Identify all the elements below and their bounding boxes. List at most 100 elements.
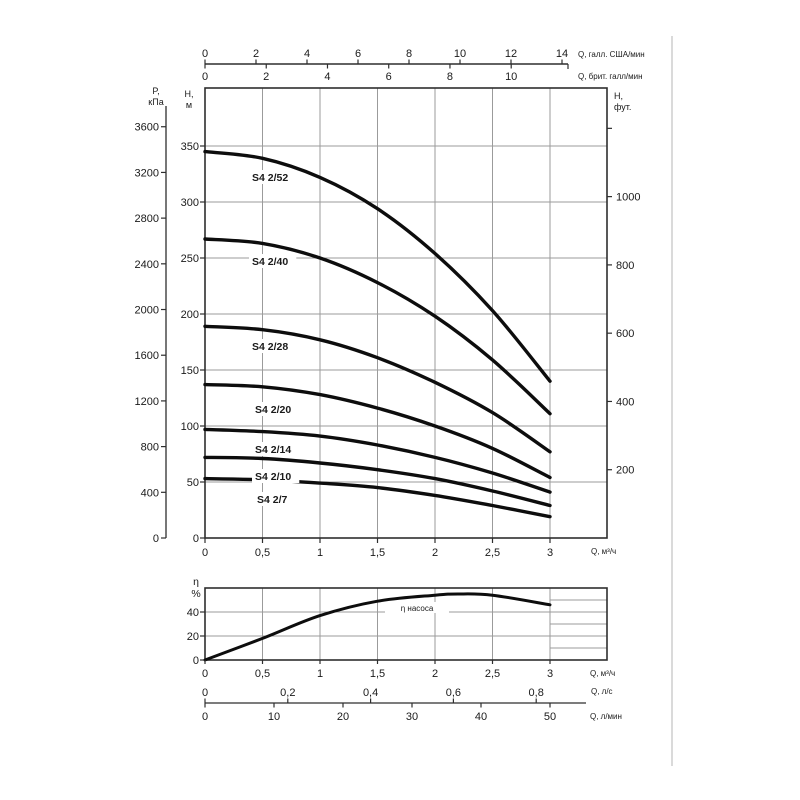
m3h-tick-label: 1 xyxy=(317,668,323,680)
pump-curve-S4-2-20 xyxy=(203,382,552,480)
meters-tick-label: 200 xyxy=(181,309,199,321)
m3h-tick-label: 1 xyxy=(317,547,323,559)
m3h-tick-label: 0,5 xyxy=(255,547,270,559)
efficiency-y-axis: 0 20 40 η% xyxy=(187,576,205,667)
eta-axis-unit: % xyxy=(191,588,200,600)
m3h-tick-label: 2 xyxy=(432,668,438,680)
curve-label: S4 2/10 xyxy=(255,471,291,483)
feet-tick-label: 600 xyxy=(616,328,634,340)
curve-label: S4 2/14 xyxy=(255,444,291,456)
usgal-tick-label: 12 xyxy=(505,48,517,60)
feet-axis-unit: Н, xyxy=(614,91,623,101)
ls-tick-label: 0,2 xyxy=(280,687,295,699)
pump-curve-S4-2-28 xyxy=(203,324,552,454)
usgal-tick-label: 2 xyxy=(253,48,259,60)
m3h-tick-label: 0,5 xyxy=(255,668,270,680)
efficiency-box xyxy=(204,587,608,661)
ls-tick-label: 0,8 xyxy=(529,687,544,699)
ls-lmin-axis: 0 0,2 0,4 0,6 0,8 Q, л/с 0 10 20 30 40 50 Q, л/мин xyxy=(202,687,622,723)
usgal-tick-label: 8 xyxy=(406,48,412,60)
curve-label: S4 2/52 xyxy=(252,172,288,184)
efficiency-curve-label: η насоса xyxy=(401,604,434,613)
kpa-tick-label: 3600 xyxy=(135,122,159,134)
pump-curve-S4-2-52 xyxy=(203,149,552,383)
curve-label-bg xyxy=(252,442,300,456)
eta-axis-unit: η xyxy=(193,576,199,588)
efficiency-curve xyxy=(203,592,552,662)
kpa-axis: 0 400 800 1200 1600 2000 2400 2800 3200 3600 P,кПа xyxy=(135,86,167,545)
ls-axis-unit: Q, л/с xyxy=(591,687,613,696)
curve-label: S4 2/20 xyxy=(255,404,291,416)
usgal-tick-label: 0 xyxy=(202,48,208,60)
curve-label: S4 2/40 xyxy=(252,256,288,268)
meters-axis-unit: Н, xyxy=(185,89,194,99)
pump-curves: S4 2/52 S4 2/40 S4 2/28 S4 2/20 S4 2/14 S4 2/… xyxy=(203,149,552,519)
ls-tick-label: 0 xyxy=(202,687,208,699)
m3h-tick-label: 3 xyxy=(547,668,553,680)
lmin-axis-unit: Q, л/мин xyxy=(590,712,622,721)
pct-tick-label: 0 xyxy=(193,655,199,667)
britgal-tick-label: 2 xyxy=(263,71,269,83)
lmin-tick-label: 40 xyxy=(475,711,487,723)
usgal-axis-unit: Q, галл. США/мин xyxy=(578,50,645,59)
meters-tick-label: 300 xyxy=(181,197,199,209)
kpa-axis-unit: кПа xyxy=(148,97,163,107)
meters-tick-label: 150 xyxy=(181,365,199,377)
head-chart-box xyxy=(204,87,608,539)
britgal-tick-label: 0 xyxy=(202,71,208,83)
usgal-tick-label: 14 xyxy=(556,48,568,60)
pump-curve-S4-2-14 xyxy=(203,427,552,494)
curve-label-bg xyxy=(252,469,300,483)
lmin-tick-label: 20 xyxy=(337,711,349,723)
meters-tick-label: 350 xyxy=(181,141,199,153)
m3h-axis-unit: Q, м³/ч xyxy=(591,547,616,556)
lmin-tick-label: 50 xyxy=(544,711,556,723)
feet-tick-label: 400 xyxy=(616,396,634,408)
feet-axis-unit: фут. xyxy=(614,102,631,112)
britgal-axis-unit: Q, брит. галл/мин xyxy=(578,72,643,81)
feet-tick-label: 200 xyxy=(616,465,634,477)
pct-tick-label: 40 xyxy=(187,607,199,619)
efficiency-x-m3h: 0 0,5 1 1,5 2 2,5 3 Q, м³/ч xyxy=(202,660,615,680)
kpa-axis-unit: P, xyxy=(152,86,159,96)
curve-label-bg xyxy=(249,170,297,184)
kpa-tick-label: 1600 xyxy=(135,350,159,362)
meters-axis-unit: м xyxy=(186,100,192,110)
kpa-tick-label: 0 xyxy=(153,533,159,545)
pct-tick-label: 20 xyxy=(187,631,199,643)
m3h-tick-label: 0 xyxy=(202,668,208,680)
m3h-tick-label: 2 xyxy=(432,547,438,559)
curve-label-bg xyxy=(254,492,296,506)
kpa-tick-label: 2000 xyxy=(135,305,159,317)
meters-tick-label: 0 xyxy=(193,533,199,545)
usgal-tick-label: 10 xyxy=(454,48,466,60)
curve-label-bg xyxy=(252,402,300,416)
meters-tick-label: 50 xyxy=(187,477,199,489)
kpa-tick-label: 1200 xyxy=(135,396,159,408)
kpa-tick-label: 800 xyxy=(141,442,159,454)
m3h-axis-unit: Q, м³/ч xyxy=(590,669,615,678)
lmin-tick-label: 30 xyxy=(406,711,418,723)
usgal-tick-label: 6 xyxy=(355,48,361,60)
m3h-tick-label: 1,5 xyxy=(370,547,385,559)
pump-curve-S4-2-40 xyxy=(203,237,552,416)
meters-tick-label: 100 xyxy=(181,421,199,433)
m3h-tick-label: 2,5 xyxy=(485,668,500,680)
britgal-tick-label: 10 xyxy=(505,71,517,83)
feet-axis: 200 400 600 800 1000 Н,фут. xyxy=(607,91,640,477)
m3h-tick-label: 2,5 xyxy=(485,547,500,559)
kpa-tick-label: 400 xyxy=(141,487,159,499)
feet-tick-label: 1000 xyxy=(616,192,640,204)
britgal-tick-label: 4 xyxy=(324,71,330,83)
curve-label-bg xyxy=(249,254,297,268)
m3h-tick-label: 3 xyxy=(547,547,553,559)
lmin-tick-label: 0 xyxy=(202,711,208,723)
curve-label: S4 2/28 xyxy=(252,341,288,353)
lmin-tick-label: 10 xyxy=(268,711,280,723)
feet-tick-label: 800 xyxy=(616,260,634,272)
